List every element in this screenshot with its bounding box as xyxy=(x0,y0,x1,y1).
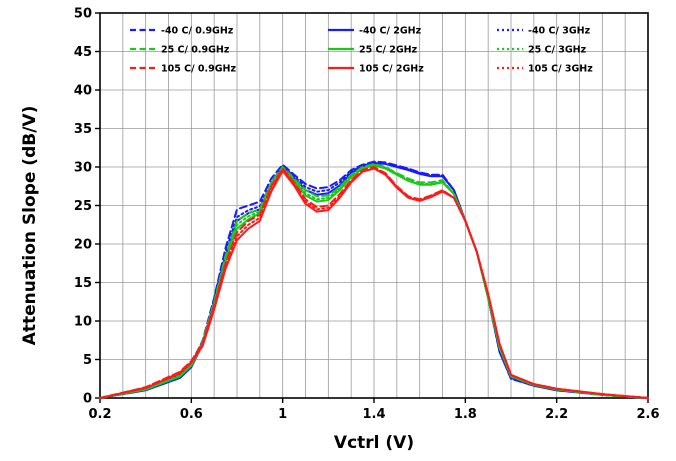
series-line xyxy=(99,166,649,399)
x-tick-label: 0.2 xyxy=(88,407,111,422)
legend-label: -40 C/ 3GHz xyxy=(528,26,591,37)
y-tick-label: 20 xyxy=(74,238,92,253)
legend-label: 105 C/ 3GHz xyxy=(528,64,593,75)
y-axis-title: Attenuation Slope (dB/V) xyxy=(20,106,40,346)
y-tick-label: 5 xyxy=(83,353,92,368)
y-tick-label: 50 xyxy=(74,7,92,22)
x-tick-label: 1 xyxy=(278,407,287,422)
y-tick-label: 30 xyxy=(74,161,92,176)
series-line xyxy=(99,160,649,399)
x-tick-label: 0.6 xyxy=(180,407,203,422)
legend-label: 25 C/ 2GHz xyxy=(359,45,418,56)
y-tick-label: 40 xyxy=(74,84,92,99)
x-tick-label: 1.4 xyxy=(362,407,385,422)
y-tick-label: 15 xyxy=(74,276,92,291)
y-tick-label: 25 xyxy=(74,199,92,214)
y-tick-label: 0 xyxy=(83,392,92,407)
legend-label: 105 C/ 0.9GHz xyxy=(161,64,236,75)
legend-label: -40 C/ 2GHz xyxy=(359,26,422,37)
legend-label: 25 C/ 0.9GHz xyxy=(161,45,230,56)
x-tick-label: 2.2 xyxy=(545,407,568,422)
legend-label: -40 C/ 0.9GHz xyxy=(161,26,234,37)
x-tick-label: 2.6 xyxy=(636,407,659,422)
x-tick-label: 1.8 xyxy=(454,407,477,422)
x-axis-title: Vctrl (V) xyxy=(334,433,414,453)
y-tick-label: 45 xyxy=(74,45,92,60)
y-tick-label: 35 xyxy=(74,122,92,137)
legend-label: 105 C/ 2GHz xyxy=(359,64,424,75)
legend-label: 25 C/ 3GHz xyxy=(528,45,587,56)
y-tick-label: 10 xyxy=(74,315,92,330)
